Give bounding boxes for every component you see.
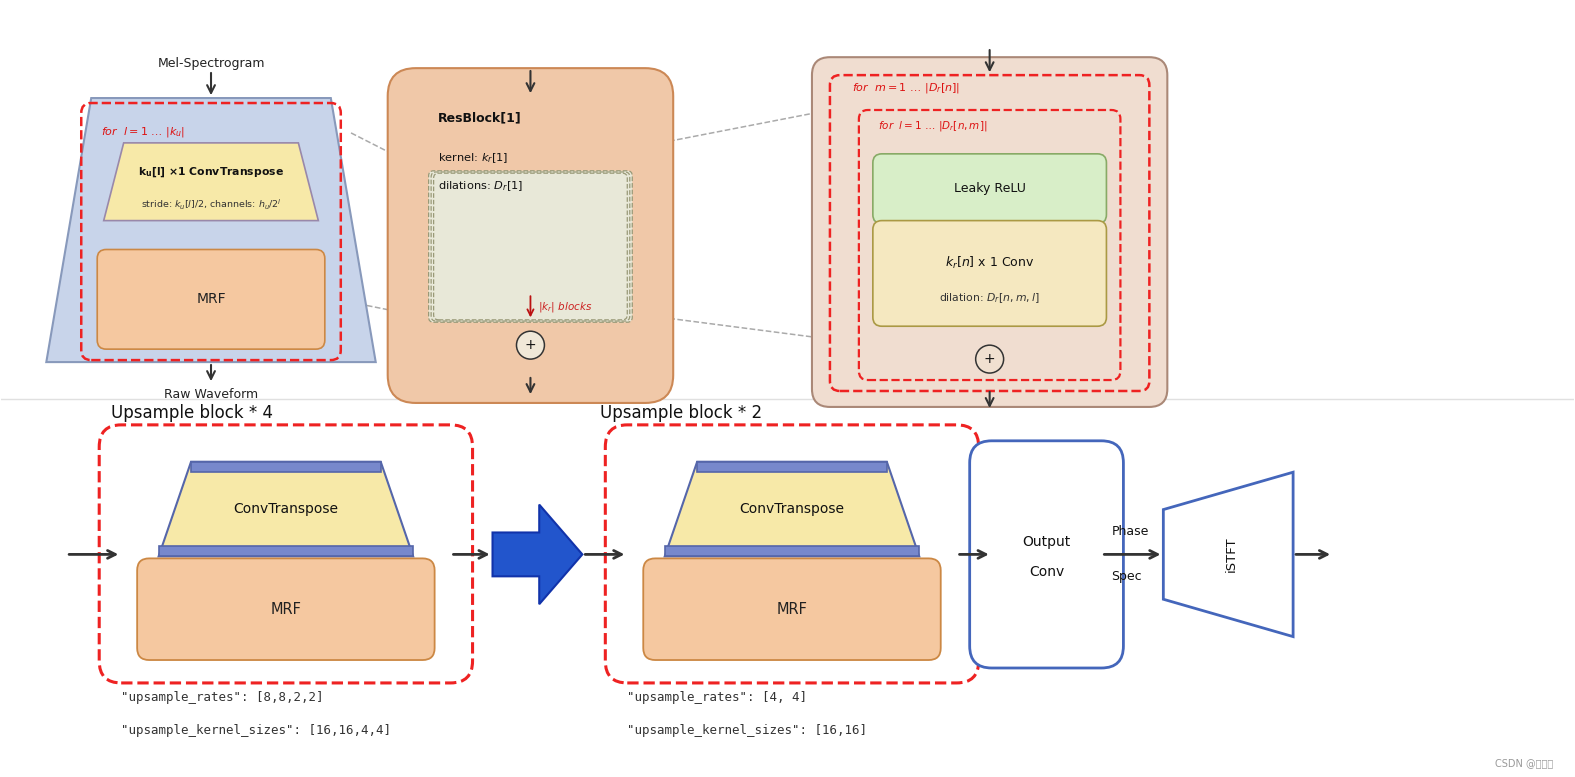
FancyBboxPatch shape xyxy=(98,249,324,349)
FancyBboxPatch shape xyxy=(643,559,940,660)
Text: MRF: MRF xyxy=(271,601,301,617)
Text: $\mathit{for}$  $l = 1\ \ldots\ |k_u|$: $\mathit{for}$ $l = 1\ \ldots\ |k_u|$ xyxy=(101,125,186,139)
Polygon shape xyxy=(698,462,887,472)
Text: iSTFT: iSTFT xyxy=(1224,537,1238,572)
Circle shape xyxy=(975,345,1003,373)
Polygon shape xyxy=(493,504,583,605)
Text: Mel-Spectrogram: Mel-Spectrogram xyxy=(158,57,265,70)
Text: $\mathit{for}$  $m = 1\ \ldots\ |D_r[n]|$: $\mathit{for}$ $m = 1\ \ldots\ |D_r[n]|$ xyxy=(852,81,961,95)
Polygon shape xyxy=(159,462,413,556)
Polygon shape xyxy=(159,546,413,556)
Text: $k_r[n]$ x 1 Conv: $k_r[n]$ x 1 Conv xyxy=(945,255,1035,271)
FancyBboxPatch shape xyxy=(387,68,673,403)
Text: $\mathit{for}$  $l = 1\ \ldots\ |D_r[n,m]|$: $\mathit{for}$ $l = 1\ \ldots\ |D_r[n,m]… xyxy=(877,119,988,133)
Polygon shape xyxy=(665,546,920,556)
Polygon shape xyxy=(1164,472,1293,636)
Text: $\mathbf{k_u[l]}$ $\mathbf{\times 1\ ConvTranspose}$: $\mathbf{k_u[l]}$ $\mathbf{\times 1\ Con… xyxy=(139,166,284,179)
Text: kernel: $k_r[1]$: kernel: $k_r[1]$ xyxy=(438,151,509,165)
Polygon shape xyxy=(104,143,318,221)
Polygon shape xyxy=(665,462,920,556)
Text: Conv: Conv xyxy=(1028,566,1065,580)
Polygon shape xyxy=(46,98,376,362)
FancyBboxPatch shape xyxy=(137,559,435,660)
Text: ConvTranspose: ConvTranspose xyxy=(233,502,339,516)
Text: ResBlock[1]: ResBlock[1] xyxy=(438,111,521,124)
Text: "upsample_rates": [8,8,2,2]: "upsample_rates": [8,8,2,2] xyxy=(121,691,324,704)
FancyBboxPatch shape xyxy=(813,57,1167,407)
Circle shape xyxy=(517,331,545,359)
Text: +: + xyxy=(984,352,995,366)
Text: Raw Waveform: Raw Waveform xyxy=(164,388,258,401)
Text: Spec: Spec xyxy=(1112,570,1142,584)
Text: Phase: Phase xyxy=(1112,525,1148,538)
FancyBboxPatch shape xyxy=(432,172,630,321)
Text: Upsample block * 4: Upsample block * 4 xyxy=(112,404,272,422)
Text: "upsample_rates": [4, 4]: "upsample_rates": [4, 4] xyxy=(627,691,808,704)
FancyBboxPatch shape xyxy=(873,154,1106,224)
FancyBboxPatch shape xyxy=(433,173,627,320)
Text: "upsample_kernel_sizes": [16,16,4,4]: "upsample_kernel_sizes": [16,16,4,4] xyxy=(121,724,391,737)
Text: MRF: MRF xyxy=(776,601,808,617)
Text: dilation: $D_r[n,m,l]$: dilation: $D_r[n,m,l]$ xyxy=(939,291,1040,305)
Text: MRF: MRF xyxy=(197,292,225,306)
Text: ConvTranspose: ConvTranspose xyxy=(740,502,844,516)
Text: $|k_r|$ $\mathit{blocks}$: $|k_r|$ $\mathit{blocks}$ xyxy=(539,300,592,314)
Text: stride: $k_u[l]/2$, channels: $h_u/2^l$: stride: $k_u[l]/2$, channels: $h_u/2^l$ xyxy=(140,198,282,212)
FancyBboxPatch shape xyxy=(970,441,1123,668)
Text: Output: Output xyxy=(1022,535,1071,549)
Text: CSDN @韵尘铃: CSDN @韵尘铃 xyxy=(1495,758,1553,768)
Text: +: + xyxy=(524,338,536,352)
Text: Upsample block * 2: Upsample block * 2 xyxy=(600,404,762,422)
Polygon shape xyxy=(191,462,381,472)
Text: Leaky ReLU: Leaky ReLU xyxy=(954,183,1025,195)
Text: "upsample_kernel_sizes": [16,16]: "upsample_kernel_sizes": [16,16] xyxy=(627,724,868,737)
FancyBboxPatch shape xyxy=(428,171,632,322)
FancyBboxPatch shape xyxy=(873,221,1106,326)
Text: dilations: $D_r[1]$: dilations: $D_r[1]$ xyxy=(438,179,523,193)
